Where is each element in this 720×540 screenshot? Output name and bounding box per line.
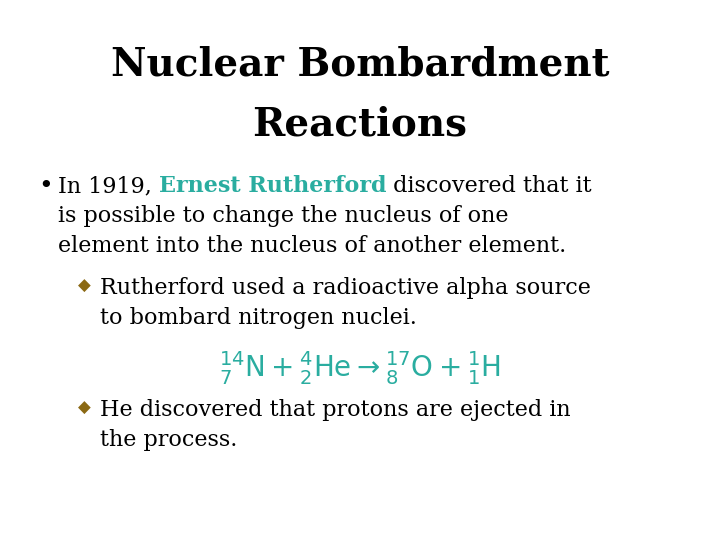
- Text: He discovered that protons are ejected in: He discovered that protons are ejected i…: [100, 399, 571, 421]
- Text: Reactions: Reactions: [253, 105, 467, 143]
- Text: is possible to change the nucleus of one: is possible to change the nucleus of one: [58, 205, 508, 227]
- Text: to bombard nitrogen nuclei.: to bombard nitrogen nuclei.: [100, 307, 417, 329]
- Text: ◆: ◆: [78, 277, 91, 295]
- Text: $^{14}_{7}\mathregular{N}+^{4}_{2}\mathregular{He}\rightarrow^{17}_{8}\mathregul: $^{14}_{7}\mathregular{N}+^{4}_{2}\mathr…: [220, 349, 500, 387]
- Text: In 1919,: In 1919,: [58, 175, 159, 197]
- Text: Nuclear Bombardment: Nuclear Bombardment: [111, 45, 609, 83]
- Text: Ernest Rutherford: Ernest Rutherford: [159, 175, 387, 197]
- Text: Rutherford used a radioactive alpha source: Rutherford used a radioactive alpha sour…: [100, 277, 591, 299]
- Text: discovered that it: discovered that it: [387, 175, 592, 197]
- Text: ◆: ◆: [78, 399, 91, 417]
- Text: •: •: [38, 175, 53, 198]
- Text: element into the nucleus of another element.: element into the nucleus of another elem…: [58, 235, 566, 257]
- Text: the process.: the process.: [100, 429, 238, 451]
